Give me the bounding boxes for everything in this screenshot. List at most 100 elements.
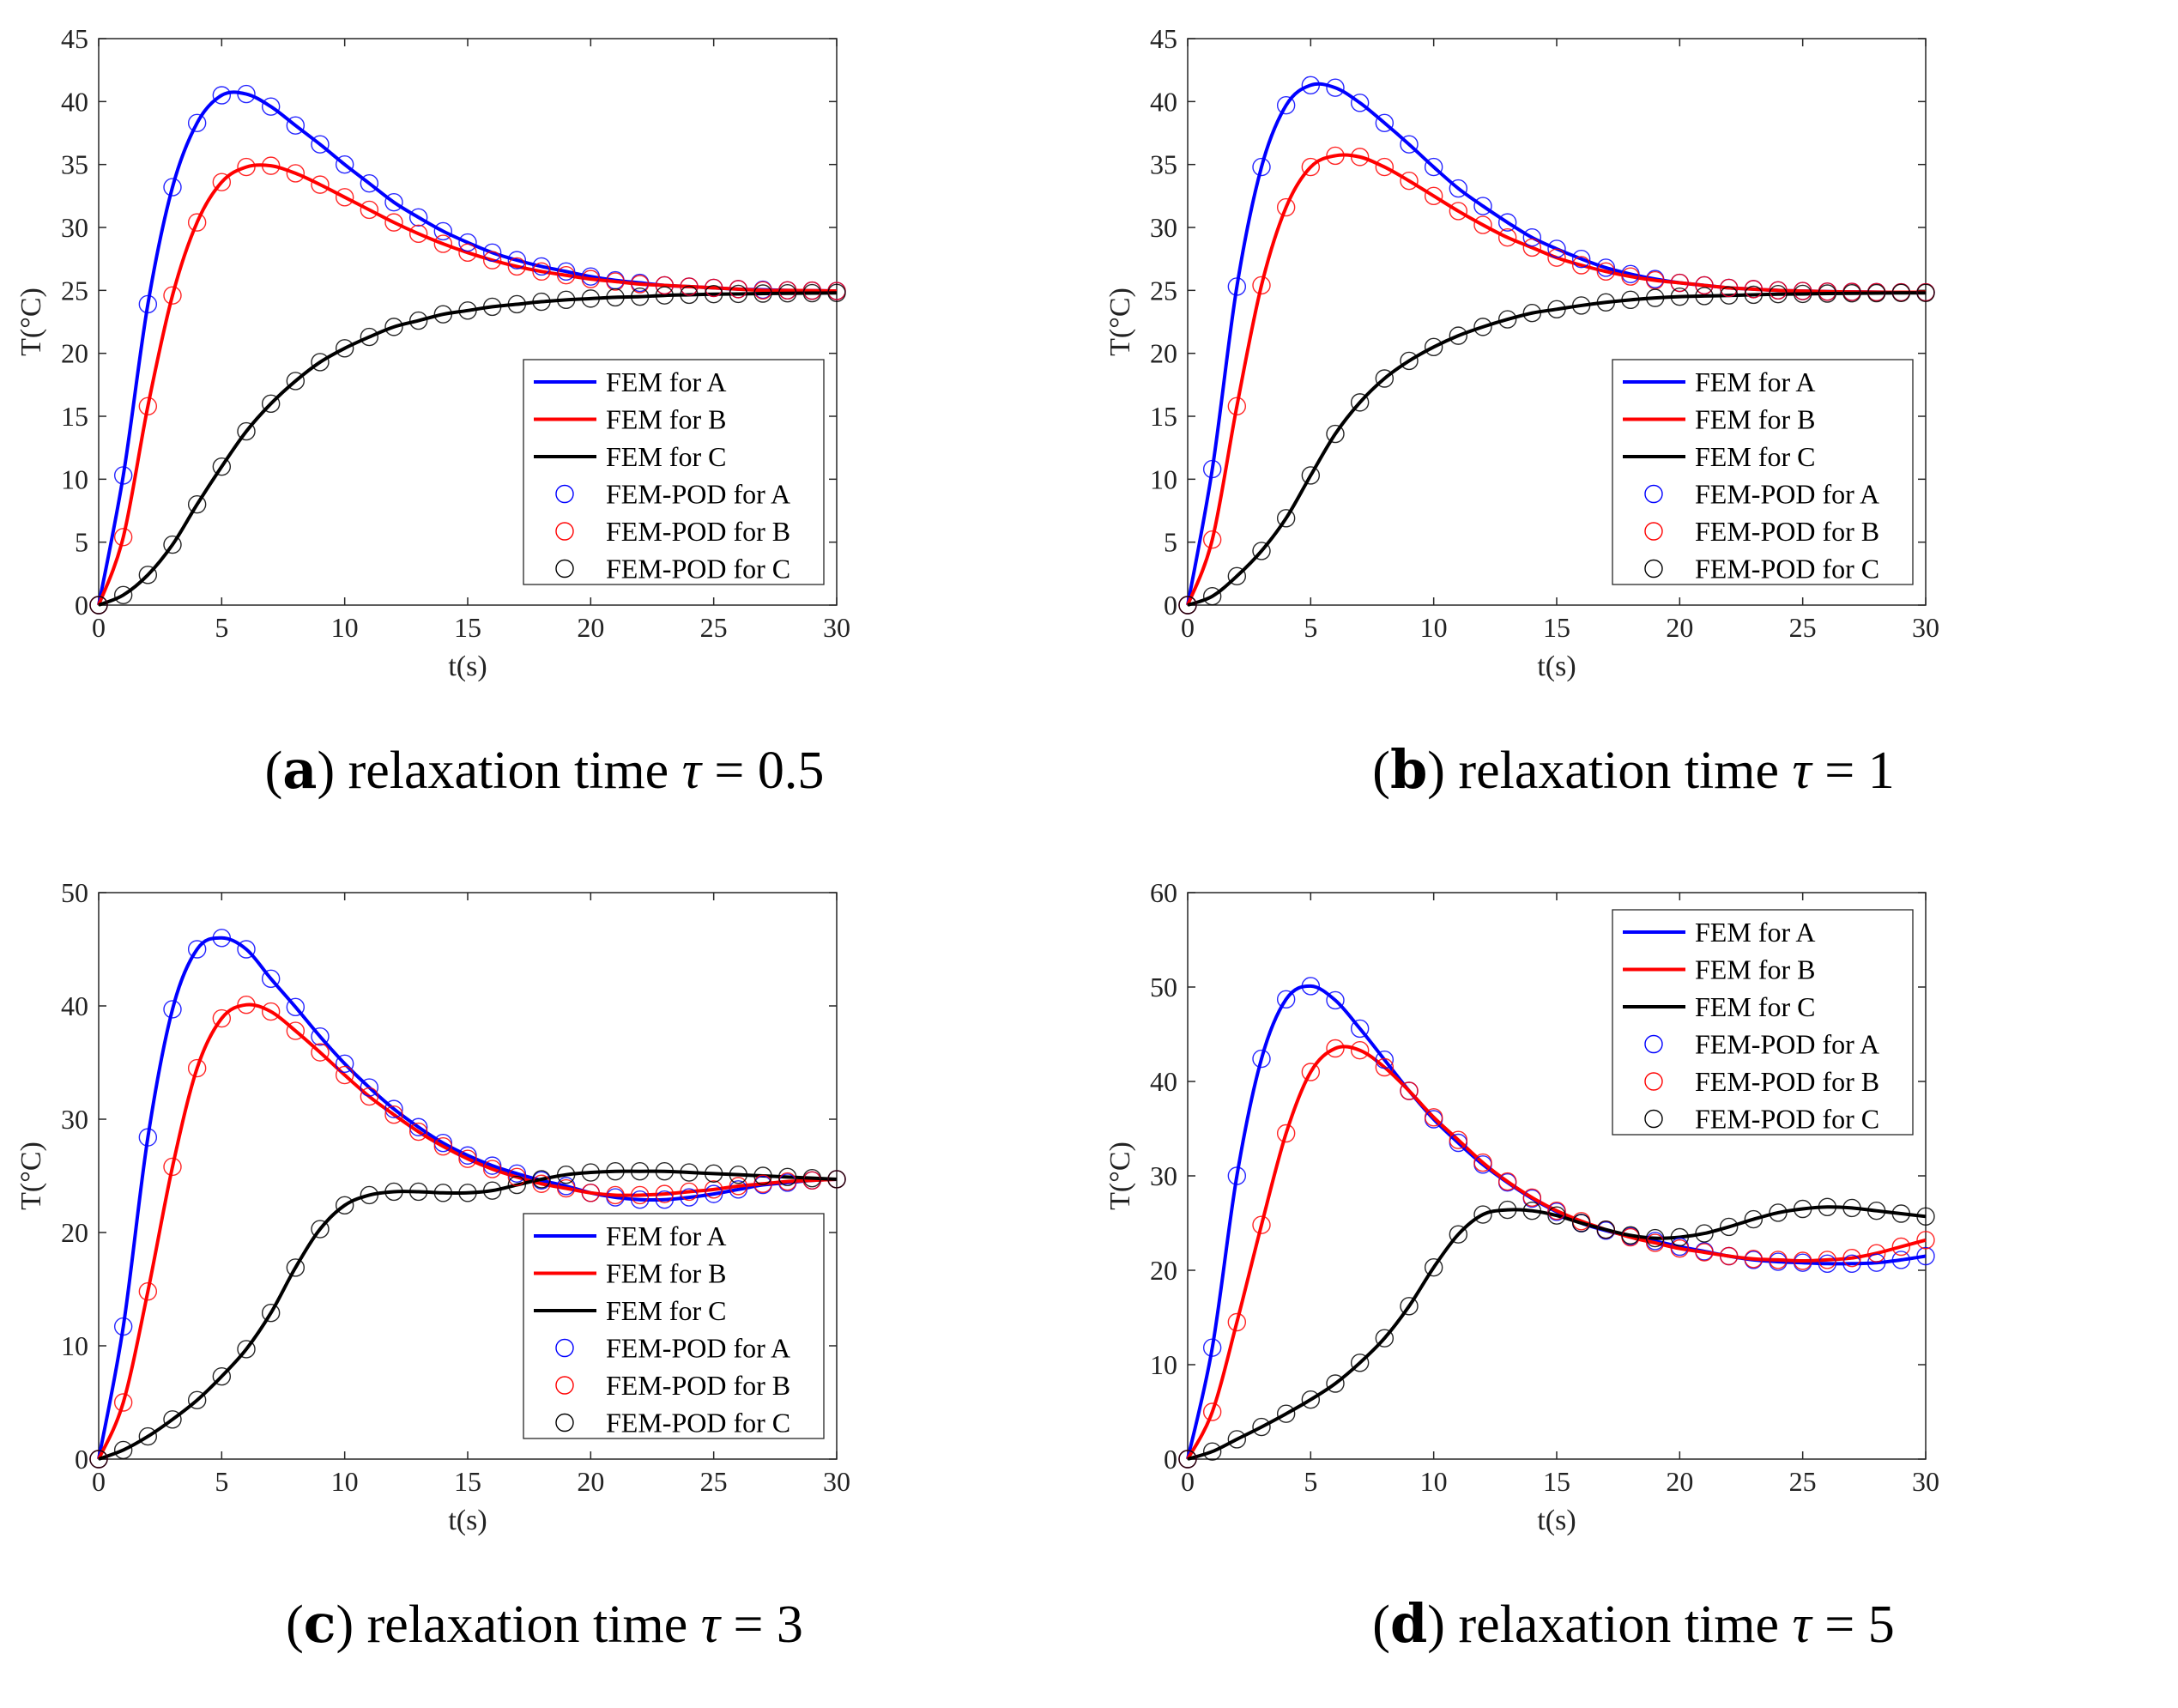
caption-d: (d) relaxation time τ = 5 (1372, 1592, 1895, 1655)
point-a-C-12 (384, 318, 403, 336)
legend-marker-b-4 (1644, 522, 1663, 541)
caption-b-value: = 1 (1824, 742, 1895, 800)
chart-c: 0 5 10 15 20 25 30 0 10 20 30 40 50 t(s) T(°C) FEM for … (15, 877, 850, 1536)
point-c-A-13 (408, 1117, 428, 1136)
point-c-C-14 (433, 1184, 453, 1202)
point-a-C-9 (311, 353, 330, 372)
point-d-B-1 (1202, 1402, 1222, 1421)
x-tick-label-d-2: 10 (1420, 1466, 1448, 1497)
y-tick-label-b-4: 20 (1150, 338, 1177, 369)
legend-text-d-4: FEM-POD for B (1695, 1066, 1879, 1097)
point-b-B-10 (1424, 186, 1443, 206)
y-tick-label-a-3: 15 (61, 401, 88, 432)
legend-marker-c-3 (555, 1338, 574, 1358)
point-c-A-7 (261, 969, 281, 989)
point-c-C-15 (458, 1184, 477, 1202)
point-d-B-27 (1842, 1249, 1861, 1268)
point-a-B-2 (138, 397, 158, 415)
point-d-C-7 (1350, 1354, 1370, 1372)
point-d-C-18 (1621, 1226, 1640, 1245)
point-b-B-2 (1227, 397, 1247, 415)
point-c-A-4 (187, 940, 207, 959)
point-c-A-6 (237, 940, 256, 959)
point-d-C-25 (1793, 1199, 1812, 1219)
y-tick-label-a-1: 5 (75, 527, 88, 558)
caption-c: (c) relaxation time τ = 3 (286, 1592, 803, 1655)
point-c-B-23 (655, 1184, 675, 1203)
point-a-C-5 (212, 457, 232, 476)
point-a-A-6 (237, 84, 256, 104)
point-a-B-4 (187, 213, 207, 232)
point-c-A-10 (335, 1054, 354, 1074)
point-b-C-2 (1227, 566, 1247, 585)
point-a-B-6 (237, 157, 256, 177)
point-a-C-17 (507, 294, 527, 314)
x-tick-label-c-5: 25 (700, 1466, 728, 1497)
panel-a: 0 5 10 15 20 25 30 0 5 10 15 20 25 30 35 40 45 t(s) T(°C) F… (0, 0, 1089, 854)
x-tick-label-d-5: 25 (1789, 1466, 1817, 1497)
x-axis-label-d: t(s) (1537, 1505, 1576, 1536)
point-d-C-5 (1301, 1390, 1321, 1409)
point-c-C-4 (187, 1390, 207, 1410)
point-c-C-27 (753, 1166, 772, 1185)
legend-box-d (1612, 909, 1914, 1136)
y-tick-label-d-3: 30 (1150, 1160, 1177, 1191)
caption-a-label: a (282, 738, 318, 801)
point-a-A-18 (532, 257, 551, 276)
point-b-B-16 (1571, 256, 1591, 275)
point-d-C-22 (1719, 1217, 1739, 1237)
x-tick-label-d-4: 20 (1666, 1466, 1693, 1497)
point-d-A-28 (1866, 1253, 1886, 1272)
point-d-B-4 (1276, 1124, 1296, 1143)
point-d-B-7 (1350, 1040, 1370, 1060)
point-a-B-21 (606, 272, 625, 291)
point-b-A-16 (1571, 249, 1591, 269)
point-c-C-29 (802, 1168, 822, 1188)
point-a-C-23 (655, 286, 675, 305)
point-d-A-5 (1301, 977, 1321, 996)
caption-d-value: = 5 (1824, 1596, 1895, 1654)
legend-marker-b-3 (1644, 484, 1663, 504)
point-a-B-26 (729, 280, 748, 299)
caption-c-label: c (303, 1592, 336, 1655)
point-c-A-1 (113, 1317, 133, 1336)
point-b-C-24 (1769, 285, 1788, 304)
point-c-A-3 (163, 1000, 182, 1019)
point-c-B-22 (630, 1185, 650, 1205)
legend-text-a-2: FEM for C (606, 441, 726, 472)
point-d-B-24 (1769, 1251, 1788, 1269)
point-c-A-14 (433, 1134, 453, 1153)
point-d-C-23 (1744, 1209, 1764, 1229)
x-tick-label-a-3: 15 (454, 612, 481, 643)
point-b-C-7 (1350, 393, 1370, 412)
point-a-C-3 (163, 535, 182, 554)
point-d-B-15 (1547, 1202, 1566, 1220)
point-a-A-14 (433, 221, 453, 241)
point-b-A-3 (1252, 157, 1271, 177)
caption-a-text: relaxation time (348, 742, 669, 800)
point-c-C-7 (261, 1304, 281, 1323)
point-c-B-20 (581, 1184, 601, 1202)
point-d-A-26 (1818, 1254, 1837, 1273)
point-c-B-18 (532, 1174, 551, 1193)
legend-text-b-3: FEM-POD for A (1695, 479, 1879, 510)
point-b-B-3 (1252, 276, 1271, 295)
point-d-A-7 (1350, 1019, 1370, 1039)
point-c-B-4 (187, 1058, 207, 1078)
legend-box-c (523, 1213, 825, 1439)
point-c-A-23 (655, 1190, 675, 1209)
point-a-B-10 (335, 188, 354, 207)
x-axis-label-b: t(s) (1537, 651, 1576, 682)
y-tick-label-c-1: 10 (61, 1330, 88, 1361)
legend-text-b-1: FEM for B (1695, 404, 1815, 435)
x-tick-label-a-5: 25 (700, 612, 728, 643)
point-d-C-9 (1400, 1297, 1419, 1316)
point-c-B-2 (138, 1281, 158, 1301)
point-b-A-13 (1497, 213, 1517, 232)
point-c-B-17 (507, 1167, 527, 1187)
point-b-A-1 (1202, 459, 1222, 479)
point-a-C-20 (581, 289, 601, 308)
caption-d-label: d (1389, 1592, 1428, 1655)
legend-text-c-0: FEM for A (606, 1220, 726, 1251)
point-a-C-14 (433, 305, 453, 324)
